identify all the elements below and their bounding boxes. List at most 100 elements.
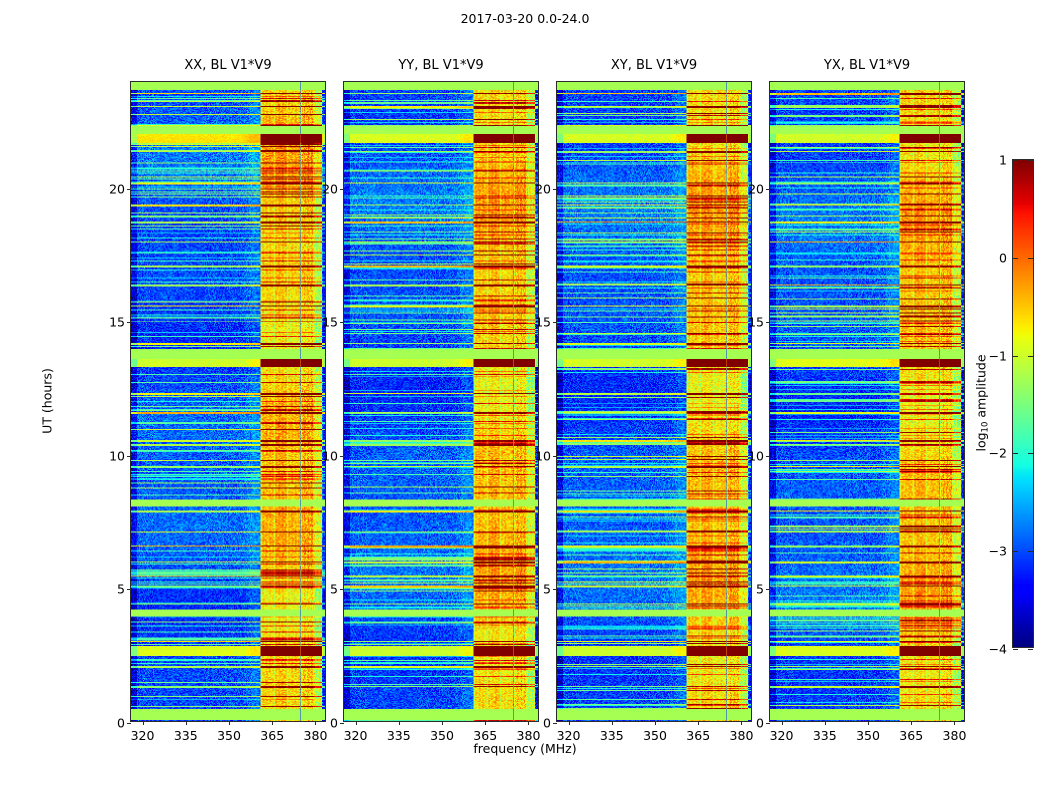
- y-tick-mark: [340, 589, 344, 591]
- x-tick-label: 320: [343, 728, 368, 743]
- x-tick-mark: [142, 721, 144, 725]
- x-tick-label: 320: [556, 728, 581, 743]
- y-tick-mark: [766, 455, 770, 457]
- x-tick-mark: [611, 721, 613, 725]
- x-tick-mark: [824, 721, 826, 725]
- x-tick-label: 380: [516, 728, 541, 743]
- x-tick-label: 380: [942, 728, 967, 743]
- y-tick-mark: [766, 322, 770, 324]
- y-axis-label: UT (hours): [39, 368, 55, 434]
- y-tick-mark: [127, 723, 131, 724]
- x-tick-label: 320: [130, 728, 155, 743]
- x-tick-label: 350: [643, 728, 667, 743]
- colorbar-tick-mark: [1013, 551, 1018, 553]
- x-tick-label: 365: [473, 728, 498, 743]
- heatmap-yx: [770, 82, 964, 721]
- x-tick-label: 380: [303, 728, 328, 743]
- colorbar-tick-mark: [1028, 355, 1033, 357]
- y-tick-label: 0: [117, 715, 125, 731]
- colorbar-tick-label: 0: [999, 250, 1007, 266]
- colorbar-label: log10 amplitude: [973, 354, 990, 451]
- x-tick-label: 350: [856, 728, 880, 743]
- colorbar-tick-label: −2: [988, 445, 1007, 461]
- x-tick-label: 335: [599, 728, 624, 743]
- x-tick-label: 350: [217, 728, 241, 743]
- panel-title-yx: YX, BL V1*V9: [823, 58, 911, 73]
- y-tick-mark: [340, 188, 344, 190]
- colorbar-tick-mark: [1013, 355, 1018, 357]
- x-tick-label: 350: [430, 728, 454, 743]
- y-tick-mark: [127, 188, 131, 190]
- x-tick-mark: [568, 721, 570, 725]
- y-tick-label: 15: [322, 314, 338, 330]
- x-tick-mark: [355, 721, 357, 725]
- y-tick-mark: [766, 188, 770, 190]
- x-tick-label: 335: [812, 728, 837, 743]
- panel-yy[interactable]: YY, BL V1*V9 320 335 350 365 380 0 5 10 15 20: [322, 58, 540, 743]
- heatmap-yy: [344, 82, 538, 721]
- y-tick-mark: [340, 723, 344, 724]
- x-tick-label: 320: [769, 728, 794, 743]
- x-tick-mark: [954, 721, 956, 725]
- y-tick-mark: [340, 322, 344, 324]
- x-tick-label: 380: [729, 728, 754, 743]
- colorbar-tick-mark: [1028, 453, 1033, 455]
- x-tick-mark: [229, 721, 230, 725]
- colorbar[interactable]: 1 0 −1 −2 −3 −4: [989, 153, 1034, 657]
- y-tick-label: 20: [535, 181, 551, 197]
- panel-title-yy: YY, BL V1*V9: [398, 58, 484, 73]
- x-tick-mark: [315, 721, 317, 725]
- y-tick-mark: [553, 589, 557, 591]
- y-tick-label: 20: [748, 181, 764, 197]
- x-tick-mark: [655, 721, 656, 725]
- colorbar-tick-mark: [1028, 257, 1033, 259]
- colorbar-tick-label: −3: [988, 543, 1007, 559]
- figure-suptitle: 2017-03-20 0.0-24.0: [460, 11, 590, 26]
- y-tick-label: 20: [322, 181, 338, 197]
- y-tick-label: 5: [543, 581, 551, 597]
- heatmap-xx: [131, 82, 325, 721]
- x-tick-mark: [528, 721, 530, 725]
- y-tick-mark: [553, 188, 557, 190]
- panel-yx[interactable]: YX, BL V1*V9 320 335 350 365 380 0 5 10 15 20: [748, 58, 966, 743]
- y-tick-mark: [553, 455, 557, 457]
- x-tick-mark: [911, 721, 913, 725]
- y-tick-label: 10: [322, 448, 338, 464]
- colorbar-label-subscript: 10: [980, 421, 991, 433]
- colorbar-tick-mark: [1013, 453, 1018, 455]
- x-tick-label: 335: [173, 728, 198, 743]
- panel-xy[interactable]: XY, BL V1*V9 320 335 350 365 380 0 5 10 15 20: [535, 58, 753, 743]
- y-tick-label: 15: [109, 314, 125, 330]
- colorbar-tick-mark: [1028, 551, 1033, 553]
- x-tick-label: 335: [386, 728, 411, 743]
- x-tick-mark: [698, 721, 700, 725]
- colorbar-gradient: [1013, 160, 1033, 647]
- colorbar-tick-mark: [1028, 649, 1033, 650]
- panel-title-xx: XX, BL V1*V9: [184, 58, 272, 73]
- x-tick-mark: [442, 721, 443, 725]
- y-tick-label: 10: [535, 448, 551, 464]
- x-tick-mark: [185, 721, 187, 725]
- x-tick-mark: [741, 721, 743, 725]
- panel-xx[interactable]: XX, BL V1*V9 320 335 350 365 380 0 5 10 15 20: [109, 58, 327, 743]
- y-tick-mark: [766, 723, 770, 724]
- x-axis-label: frequency (MHz): [473, 741, 577, 756]
- colorbar-tick-mark: [1013, 649, 1018, 650]
- y-tick-mark: [127, 589, 131, 591]
- x-tick-mark: [272, 721, 274, 725]
- y-tick-label: 20: [109, 181, 125, 197]
- x-tick-mark: [781, 721, 783, 725]
- y-tick-label: 0: [330, 715, 338, 731]
- y-tick-mark: [127, 455, 131, 457]
- y-tick-label: 5: [330, 581, 338, 597]
- colorbar-tick-label: −4: [988, 641, 1007, 657]
- colorbar-tick-mark: [1013, 257, 1018, 259]
- y-tick-label: 5: [756, 581, 764, 597]
- heatmap-xy: [557, 82, 751, 721]
- colorbar-label-suffix: amplitude: [973, 354, 989, 422]
- y-tick-label: 5: [117, 581, 125, 597]
- y-tick-label: 15: [748, 314, 764, 330]
- colorbar-tick-label: 1: [999, 152, 1007, 168]
- x-tick-mark: [485, 721, 487, 725]
